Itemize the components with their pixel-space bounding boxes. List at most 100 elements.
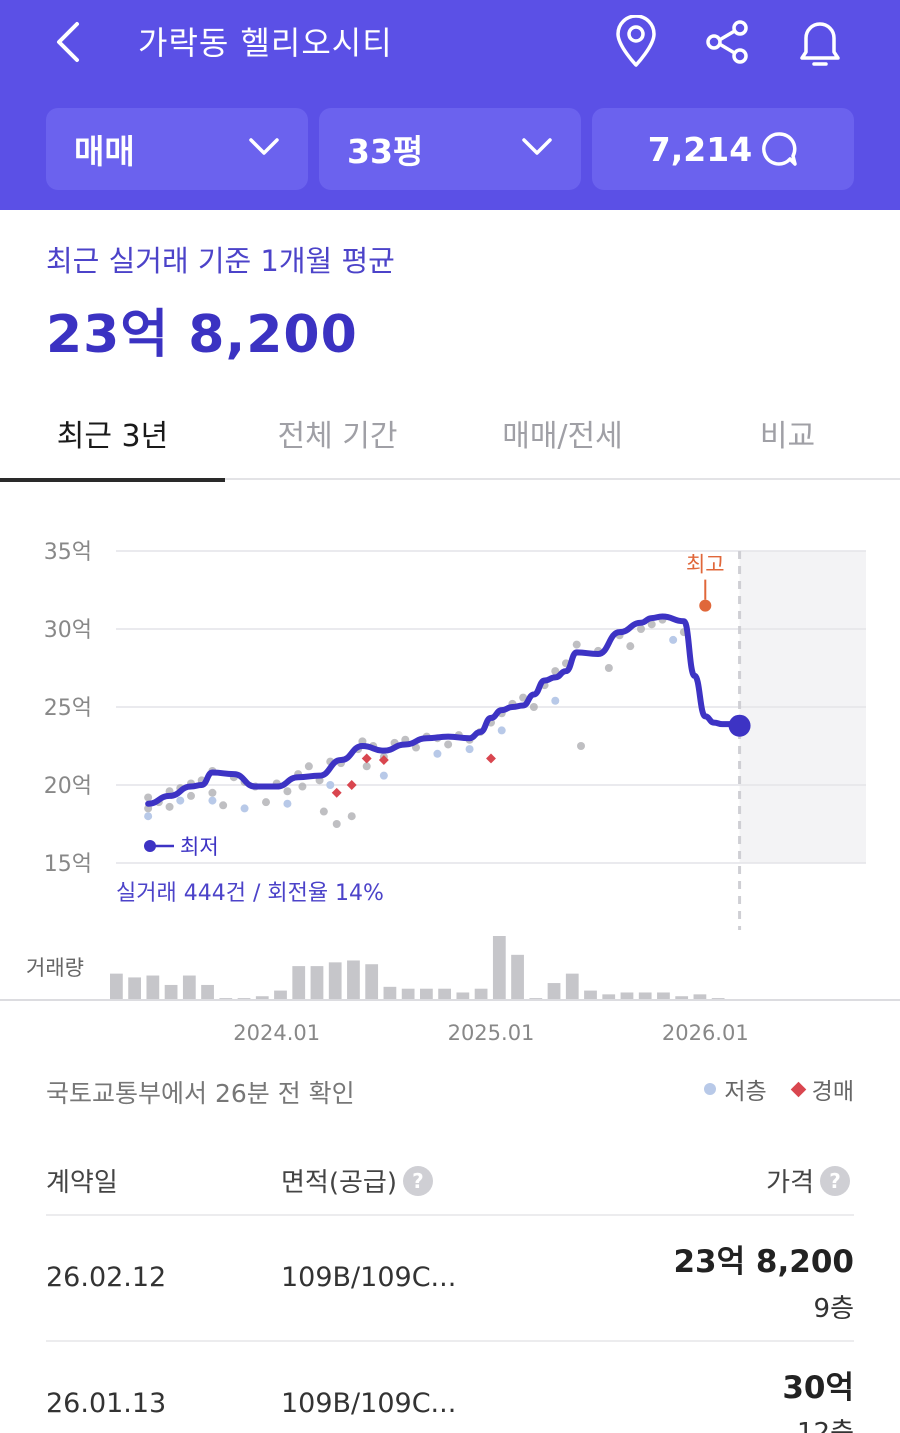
min-label: 최저 [180,835,219,859]
volume-bar [547,983,561,1000]
tab-recent-3-years[interactable]: 최근 3년 [0,386,225,482]
volume-bar [201,984,214,1000]
size-dropdown[interactable]: 33평 [319,108,581,190]
volume-bar [146,975,160,1000]
trade-point [529,703,538,711]
trade-point [262,798,270,807]
top-bar: 가락동 헬리오시티 [0,0,900,84]
auction-diamond-icon [790,1081,806,1097]
volume-bar [274,990,287,1000]
volume-bar [401,988,415,1000]
auction-point [331,787,342,798]
volume-bar [565,973,579,1000]
help-icon[interactable]: ? [402,1165,433,1196]
legend-auction-label: 경매 [811,1079,854,1105]
header-price: 가격 ? [766,1162,850,1199]
header-price-label: 가격 [766,1168,814,1198]
tab-sale-jeonse[interactable]: 매매/전세 [502,419,623,454]
source-note: 국토교통부에서 26분 전 확인 [46,1079,355,1108]
volume-bar [310,966,324,1000]
table-row[interactable]: 26.01.13 109B/109C... 30억 12층 [46,1342,854,1433]
map-pin-button[interactable] [606,12,666,72]
trade-point [298,782,307,791]
volume-bar [365,964,379,1000]
auction-point [378,755,389,765]
volume-bar [602,994,616,1000]
low-floor-point [551,696,560,705]
trade-point [626,642,635,651]
review-count-button[interactable]: 7,214 [592,108,854,190]
low-floor-point [240,804,249,813]
low-floor-point [176,796,185,805]
share-button[interactable] [697,12,757,72]
share-icon [706,20,748,64]
trade-point [577,742,585,750]
low-floor-point [283,799,292,808]
row-price: 30억 [782,1370,854,1406]
x-tick-label: 2025.01 [448,1021,535,1045]
trade-point [332,820,341,828]
tab-all-period[interactable]: 전체 기간 [277,419,398,454]
header-contract-date: 계약일 [46,1162,118,1199]
trade-point [187,791,195,800]
header-area-label: 면적(공급) [281,1168,397,1198]
trade-point [304,762,313,771]
volume-bar [675,996,689,1000]
volume-bar [383,986,397,1000]
review-count: 7,214 [647,129,753,169]
low-floor-point [144,812,153,821]
x-tick-label: 2024.01 [233,1021,320,1045]
auction-point [486,753,496,764]
trade-type-dropdown[interactable]: 매매 [46,108,308,190]
row-price: 23억 8,200 [673,1244,854,1280]
tab-compare[interactable]: 비교 [759,419,816,454]
header-contract-date-label: 계약일 [46,1168,118,1198]
volume-bar [438,988,451,1000]
trade-point [444,740,453,749]
volume-bar [620,992,634,1000]
header-area: 면적(공급) ? [281,1162,433,1199]
legend-low-floor: 저층 [704,1072,767,1106]
trade-point [208,788,217,797]
row-area: 109B/109C... [281,1262,457,1293]
low-floor-point [326,781,335,789]
low-floor-point [669,635,678,644]
chevron-down-icon [522,138,552,155]
page-title: 가락동 헬리오시티 [138,24,393,62]
chevron-left-icon [57,22,79,62]
price-chart[interactable]: 35억 30억 25억 20억 15억 최고 최저 실거래 444건 / 회전율 14% 거래량… [0,500,900,1060]
trade-point [647,620,656,629]
volume-bar [657,992,670,1000]
trade-point [319,807,328,816]
max-marker-point [699,599,712,612]
back-button[interactable] [40,14,96,70]
trade-point [572,640,581,649]
trade-point [283,787,292,796]
low-floor-point [208,796,217,805]
average-price-value: 23억 8,200 [46,305,358,365]
trade-point [551,667,560,676]
trade-point [144,793,153,802]
volume-bar [128,977,141,1000]
x-tick-label: 2026.01 [662,1021,749,1045]
y-tick-label: 20억 [44,774,92,799]
row-floor: 12층 [796,1418,854,1433]
volume-bar [584,990,597,1000]
y-tick-label: 30억 [44,618,92,643]
volume-bar [182,975,196,1000]
trade-point [362,762,371,771]
trade-point [219,801,228,810]
chevron-down-icon [249,138,279,155]
volume-bar [347,960,360,1000]
notification-button[interactable] [790,12,850,72]
map-pin-icon [616,15,656,67]
help-icon[interactable]: ? [820,1165,850,1196]
volume-bar [420,988,433,1000]
auction-point [346,780,357,790]
table-row[interactable]: 26.02.12 109B/109C... 23억 8,200 9층 [46,1216,854,1342]
y-tick-label: 25억 [44,696,92,721]
period-tabs: 최근 3년 전체 기간 매매/전세 비교 [0,386,900,482]
volume-bar [693,994,707,1000]
volume-bar [638,992,652,1000]
